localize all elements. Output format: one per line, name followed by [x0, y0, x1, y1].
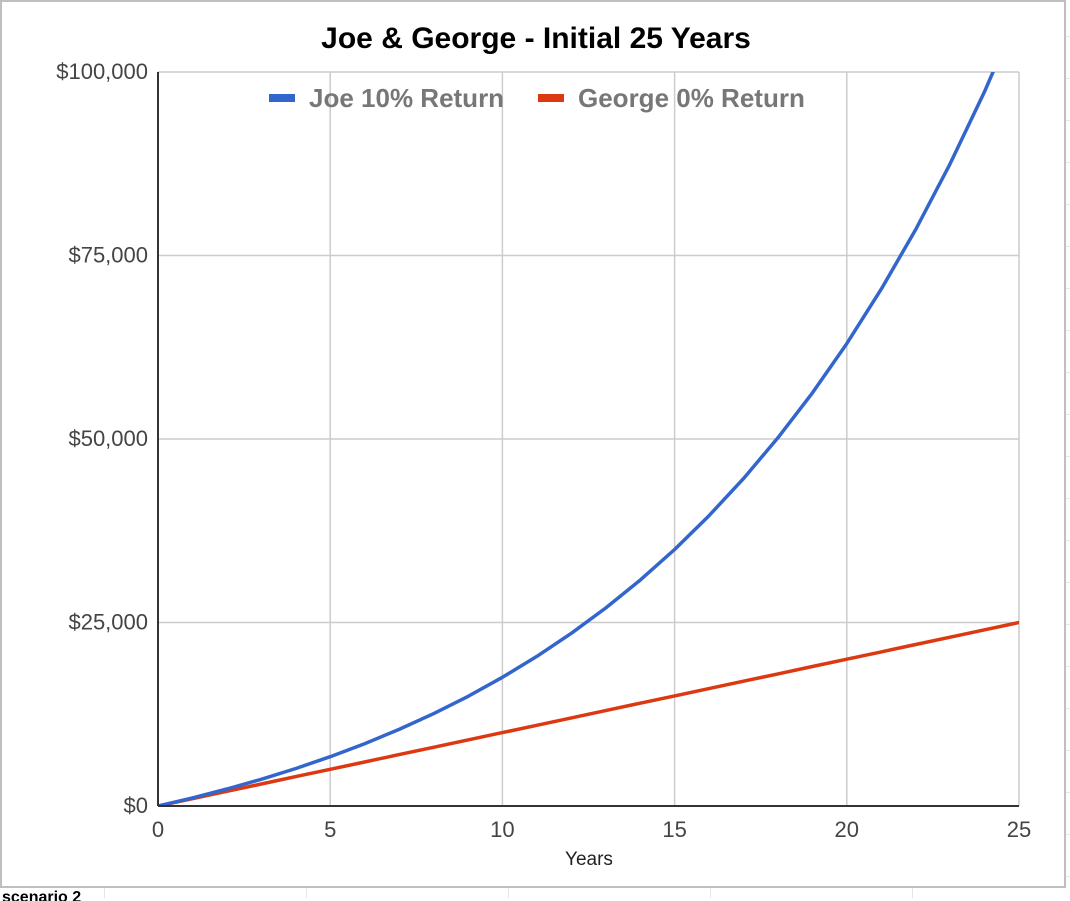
y-tick-labels: $0 $25,000 $50,000 $75,000 $100,000: [56, 59, 148, 818]
y-tick-label: $25,000: [68, 610, 148, 635]
cell-text-fragment: scenario 2: [2, 889, 82, 901]
legend: Joe 10% Return George 0% Return: [269, 83, 805, 113]
legend-swatch: [538, 94, 564, 102]
grid-lines: [158, 71, 1020, 806]
x-tick-label: 0: [152, 817, 164, 842]
x-tick-label: 15: [662, 817, 686, 842]
series-layer: [158, 72, 1019, 807]
y-tick-label: $100,000: [56, 59, 148, 84]
legend-label: George 0% Return: [578, 83, 805, 113]
legend-swatch: [269, 94, 295, 102]
x-tick-label: 25: [1007, 817, 1031, 842]
chart-title: Joe & George - Initial 25 Years: [321, 22, 751, 55]
series-line-joe-10-return: [158, 72, 995, 807]
x-tick-labels: 0 5 10 15 20 25: [152, 817, 1031, 842]
y-tick-label: $0: [124, 793, 148, 818]
x-tick-label: 5: [324, 817, 336, 842]
x-axis-label: Years: [565, 849, 613, 870]
y-tick-label: $50,000: [68, 426, 148, 451]
axes: [157, 72, 1019, 807]
legend-label: Joe 10% Return: [309, 83, 504, 113]
x-tick-label: 10: [490, 817, 514, 842]
series-line-george-0-return: [158, 620, 1019, 807]
x-tick-label: 20: [835, 817, 859, 842]
y-tick-label: $75,000: [68, 243, 148, 268]
